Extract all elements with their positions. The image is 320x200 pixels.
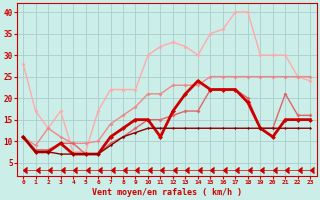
- X-axis label: Vent moyen/en rafales ( km/h ): Vent moyen/en rafales ( km/h ): [92, 188, 242, 197]
